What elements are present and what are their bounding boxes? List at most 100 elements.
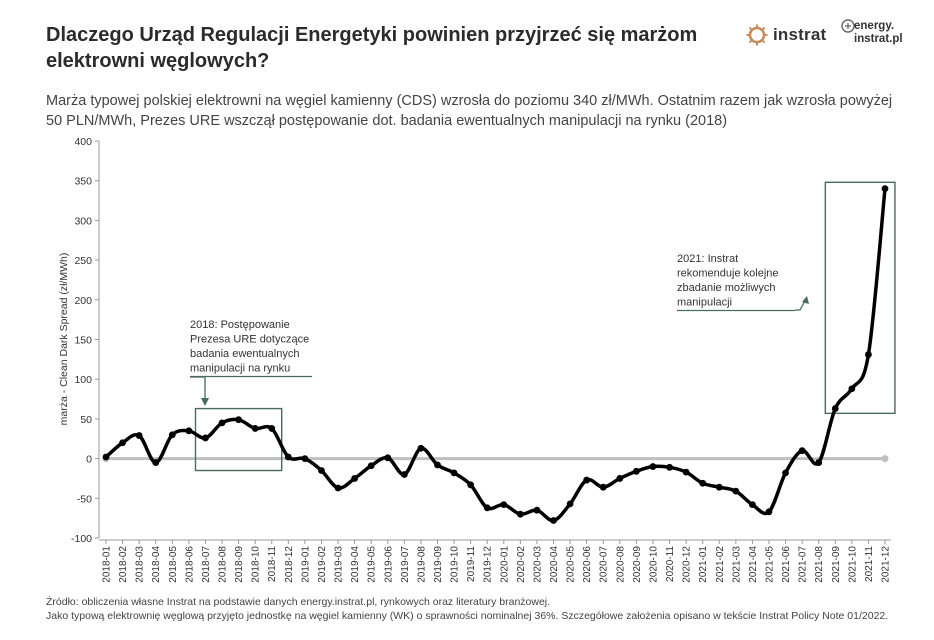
x-tick-label: 2018-01 [102, 546, 113, 583]
x-tick-label: 2018-12 [284, 546, 295, 583]
x-tick-label: 2018-10 [251, 546, 262, 583]
x-tick-label: 2020-11 [665, 546, 676, 582]
annotation-2021: 2021: Instrat rekomenduje kolejne zbadanie… [677, 253, 809, 312]
data-point [765, 508, 773, 516]
data-point [616, 475, 624, 482]
data-point [434, 461, 441, 469]
data-point [351, 475, 359, 482]
x-tick-label: 2018-06 [184, 546, 195, 583]
annotation-box-2021 [824, 181, 896, 415]
annotation-box-2018 [194, 407, 283, 472]
data-point [500, 501, 508, 509]
x-tick-label: 2019-08 [416, 546, 427, 583]
data-point [732, 487, 740, 495]
data-point [566, 500, 574, 508]
data-point [152, 459, 160, 466]
x-tick-label: 2020-03 [532, 546, 543, 583]
annotation-arrow [190, 376, 206, 402]
x-tick-label: 2019-02 [317, 546, 328, 583]
y-tick-label: 250 [74, 255, 92, 267]
data-point [417, 444, 425, 452]
annotation-line: manipulacji na rynku [190, 363, 290, 375]
annotation-line: manipulacji [677, 297, 732, 309]
energy-logo-icon [841, 19, 855, 33]
x-tick-label: 2019-03 [334, 546, 345, 583]
data-point [632, 467, 640, 475]
annotation-arrowhead [802, 296, 809, 304]
source-note: Źródło: obliczenia własne Instrat na pod… [46, 595, 926, 623]
data-point [599, 483, 607, 491]
data-point [367, 462, 375, 470]
x-tick-label: 2021-09 [831, 546, 842, 583]
page-title: Dlaczego Urząd Regulacji Energetyki powi… [46, 24, 698, 72]
annotation-line: badania ewentualnych [190, 348, 299, 360]
data-point [185, 427, 193, 435]
instrat-logo-text: instrat [773, 25, 827, 44]
x-tick-label: 2018-02 [118, 546, 129, 583]
x-tick-label: 2021-10 [847, 546, 858, 583]
data-point [467, 481, 475, 489]
y-tick-label: 400 [74, 136, 92, 148]
x-tick-label: 2020-05 [566, 546, 577, 583]
x-tick-label: 2021-07 [798, 546, 809, 583]
data-point [268, 425, 276, 432]
data-point [135, 432, 143, 439]
x-tick-label: 2019-11 [466, 546, 477, 582]
data-point [749, 501, 756, 509]
x-tick-label: 2021-01 [698, 546, 709, 583]
x-tick-label: 2018-08 [218, 546, 229, 583]
x-tick-label: 2021-12 [881, 546, 892, 583]
annotation-line: 2021: Instrat [677, 253, 738, 265]
x-tick-label: 2021-08 [814, 546, 825, 583]
data-point [715, 483, 723, 491]
data-point [848, 385, 856, 393]
x-tick-label: 2021-04 [748, 546, 759, 583]
y-tick-label: 350 [74, 176, 92, 188]
x-tick-label: 2019-04 [350, 546, 361, 583]
x-tick-label: 2020-02 [516, 546, 527, 583]
data-point [831, 405, 839, 412]
x-tick-label: 2018-04 [151, 546, 162, 583]
y-tick-label: -100 [71, 533, 92, 545]
y-tick-label: 200 [74, 295, 92, 307]
annotation-line: rekomenduje kolejne [677, 268, 779, 280]
annotation-2018: 2018: Postępowanie Prezesa URE dotyczące b… [190, 319, 312, 406]
data-point [516, 510, 524, 518]
data-point [168, 431, 176, 439]
x-tick-label: 2019-12 [483, 546, 494, 583]
data-point [119, 439, 126, 447]
data-point [301, 455, 309, 462]
x-tick-label: 2021-11 [864, 546, 875, 582]
data-point [400, 471, 408, 478]
data-point [881, 185, 889, 193]
x-tick-label: 2021-02 [715, 546, 726, 583]
x-tick-label: 2020-01 [499, 546, 510, 583]
data-point [649, 463, 657, 470]
data-point [682, 468, 690, 476]
data-point [815, 459, 823, 466]
annotation-arrow [795, 298, 807, 311]
instrat-logo: instrat [746, 24, 826, 46]
energy-logo-line2: instrat.pl [854, 33, 903, 45]
y-tick-label: 150 [74, 335, 92, 347]
annotation-boxes [194, 181, 896, 472]
data-points [102, 185, 889, 524]
x-tick-label: 2018-09 [234, 546, 245, 583]
data-point [450, 469, 458, 477]
y-tick-label: 300 [74, 215, 92, 227]
data-point [102, 453, 110, 461]
x-tick-label: 2018-11 [267, 546, 278, 582]
data-point [798, 447, 806, 455]
data-point [202, 434, 209, 442]
x-tick-label: 2020-10 [648, 546, 659, 583]
y-tick-label: 0 [86, 454, 92, 466]
x-tick-label: 2018-07 [201, 546, 212, 583]
x-tick-label: 2021-03 [731, 546, 742, 583]
x-tick-label: 2020-06 [582, 546, 593, 583]
source-line-2: Jako typową elektrownię węglową przyjęto… [46, 610, 889, 622]
x-tick-label: 2021-05 [764, 546, 775, 583]
energy-logo-text: energy. instrat.pl [854, 20, 903, 46]
y-tick-label: -50 [77, 493, 92, 505]
data-point [334, 484, 342, 492]
